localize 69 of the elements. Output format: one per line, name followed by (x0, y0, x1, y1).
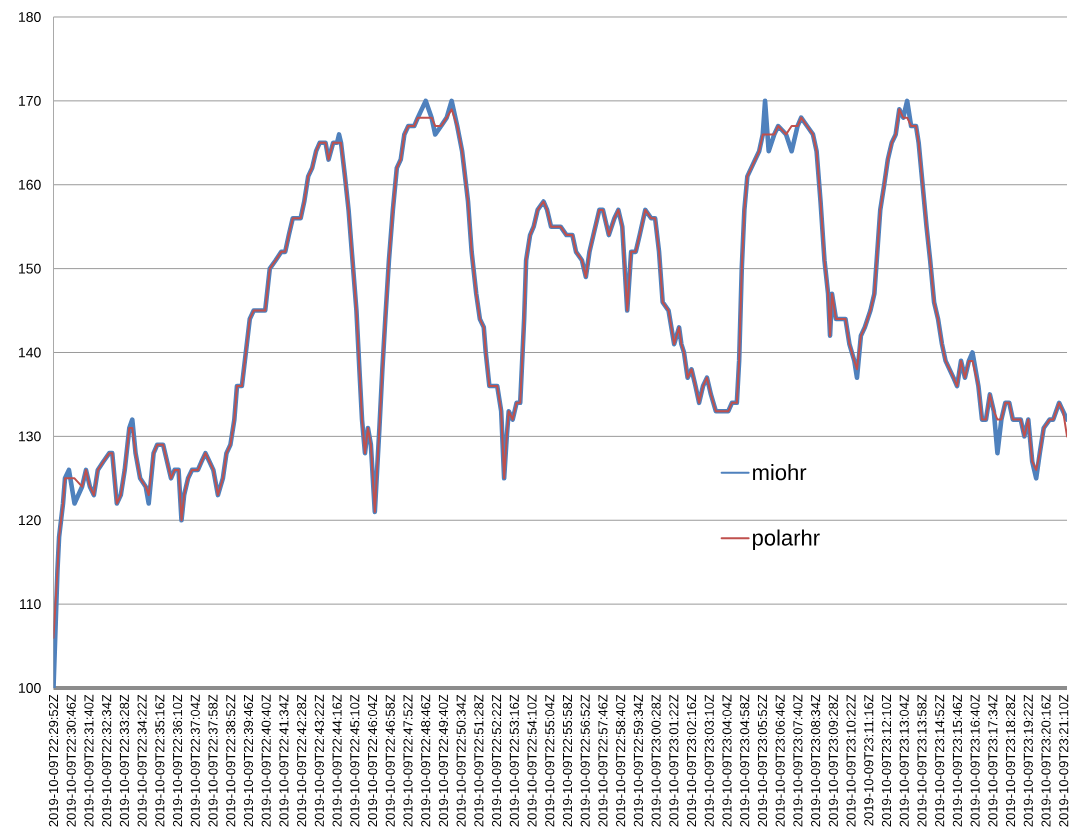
x-tick-label: 2019-10-09T23:19:22Z (1023, 694, 1033, 827)
x-tick-label: 2019-10-09T23:06:46Z (775, 694, 785, 827)
x-tick-label: 2019-10-09T22:59:34Z (633, 694, 643, 827)
x-tick-label: 2019-10-09T23:17:34Z (988, 694, 998, 827)
x-tick-label: 2019-10-09T22:55:58Z (562, 694, 573, 827)
x-tick-label: 2019-10-09T22:57:46Z (598, 694, 608, 827)
x-tick-label: 2019-10-09T22:55:04Z (545, 694, 555, 827)
x-tick-label: 2019-10-09T22:30:46Z (66, 694, 76, 827)
y-tick-label: 100 (19, 683, 41, 693)
x-tick-label: 2019-10-09T23:05:52Z (757, 694, 768, 827)
x-tick-label: 2019-10-09T23:02:16Z (686, 694, 697, 827)
x-tick-label: 2019-10-09T23:12:10Z (881, 694, 892, 827)
x-tick-label: 2019-10-09T22:35:16Z (155, 694, 165, 827)
y-tick-label: 110 (20, 599, 41, 610)
x-tick-label: 2019-10-09T23:15:46Z (952, 694, 962, 827)
y-tick-label: 150 (19, 263, 41, 274)
x-tick-label: 2019-10-09T23:16:40Z (970, 694, 980, 827)
x-tick-label: 2019-10-09T22:31:40Z (84, 694, 94, 827)
x-tick-label: 2019-10-09T23:11:16Z (864, 694, 874, 826)
x-tick-label: 2019-10-09T22:50:34Z (456, 694, 466, 827)
x-tick-label: 2019-10-09T23:01:22Z (669, 694, 679, 827)
x-tick-label: 2019-10-09T22:44:16Z (332, 694, 342, 827)
y-tick-label: 180 (19, 12, 41, 22)
x-tick-label: 2019-10-09T23:13:04Z (899, 694, 909, 827)
x-tick-label: 2019-10-09T22:54:10Z (527, 694, 537, 827)
x-tick-label: 2019-10-09T23:07:40Z (793, 694, 803, 827)
y-tick-label: 170 (19, 95, 41, 106)
x-tick-label: 2019-10-09T23:08:34Z (811, 694, 821, 827)
x-tick-label: 2019-10-09T22:45:10Z (350, 694, 360, 827)
x-tick-label: 2019-10-09T22:42:28Z (297, 694, 307, 827)
x-tick-label: 2019-10-09T22:48:46Z (421, 694, 431, 827)
x-tick-label: 2019-10-09T22:37:04Z (190, 694, 200, 827)
x-tick-label: 2019-10-09T22:34:22Z (137, 694, 147, 827)
legend-label: miohr (753, 464, 807, 481)
x-tick-label: 2019-10-09T22:52:22Z (491, 694, 502, 827)
x-tick-label: 2019-10-09T22:51:28Z (474, 694, 484, 827)
x-tick-label: 2019-10-09T23:10:22Z (846, 694, 856, 827)
x-tick-label: 2019-10-09T22:46:58Z (385, 694, 395, 827)
x-tick-label: 2019-10-09T23:04:04Z (722, 694, 732, 827)
y-tick-label: 130 (19, 431, 41, 442)
x-tick-label: 2019-10-09T23:18:28Z (1005, 694, 1016, 827)
x-tick-label: 2019-10-09T22:40:40Z (261, 694, 271, 827)
x-tick-label: 2019-10-09T23:14:52Z (935, 694, 945, 827)
x-tick-label: 2019-10-09T22:33:28Z (119, 694, 129, 827)
x-tick-label: 2019-10-09T22:41:34Z (279, 694, 289, 827)
y-tick-label: 120 (19, 515, 41, 526)
x-tick-label: 2019-10-09T23:13:58Z (917, 694, 927, 827)
x-tick-label: 2019-10-09T23:20:16Z (1041, 694, 1051, 827)
legend-label: polarhr (753, 529, 820, 550)
x-tick-label: 2019-10-09T23:09:28Z (828, 694, 838, 827)
x-tick-label: 2019-10-09T22:46:04Z (367, 694, 378, 827)
x-tick-label: 2019-10-09T22:38:52Z (226, 694, 236, 827)
y-tick-label: 140 (19, 347, 41, 358)
x-tick-label: 2019-10-09T23:00:28Z (651, 694, 661, 827)
x-tick-label: 2019-10-09T22:36:10Z (172, 694, 183, 827)
x-tick-label: 2019-10-09T22:37:58Z (208, 694, 218, 827)
x-tick-label: 2019-10-09T22:32:34Z (102, 694, 112, 827)
x-tick-label: 2019-10-09T22:43:22Z (314, 694, 324, 827)
x-tick-label: 2019-10-09T22:29:52Z (48, 694, 59, 827)
x-tick-label: 2019-10-09T23:04:58Z (740, 694, 750, 827)
x-tick-label: 2019-10-09T22:39:46Z (243, 694, 254, 827)
y-tick-label: 160 (19, 179, 41, 190)
x-tick-label: 2019-10-09T22:49:40Z (438, 694, 449, 827)
x-tick-label: 2019-10-09T23:21:10Z (1059, 694, 1069, 827)
x-tick-label: 2019-10-09T22:53:16Z (509, 694, 519, 827)
x-tick-label: 2019-10-09T23:03:10Z (704, 694, 714, 827)
x-tick-label: 2019-10-09T22:47:52Z (403, 694, 413, 827)
x-tick-label: 2019-10-09T22:56:52Z (580, 694, 590, 827)
x-tick-label: 2019-10-09T22:58:40Z (616, 694, 626, 827)
